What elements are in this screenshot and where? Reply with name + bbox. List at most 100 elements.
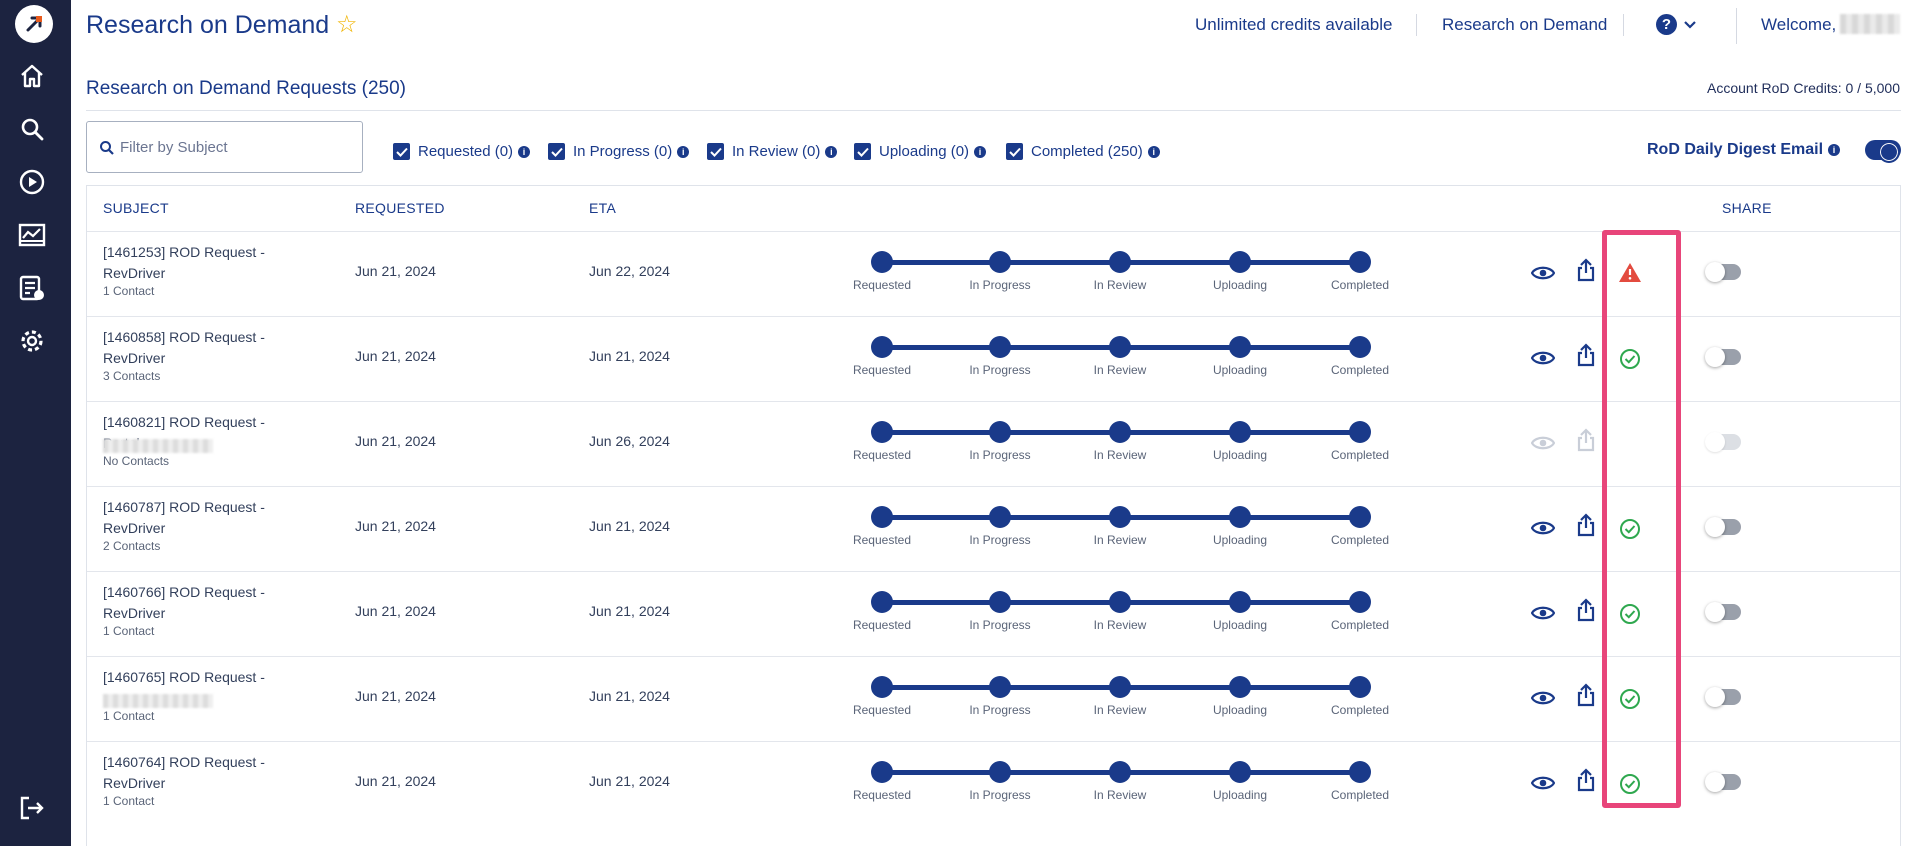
column-header-eta[interactable]: ETA <box>589 200 617 216</box>
stage-dot <box>1109 336 1131 358</box>
share-toggle[interactable] <box>1705 687 1741 707</box>
requests-table: SUBJECT REQUESTED ETA SHARE [1461253] RO… <box>86 185 1901 846</box>
subject-line-1[interactable]: [1460766] ROD Request - <box>103 584 265 600</box>
logo-icon[interactable] <box>15 5 53 43</box>
export-share-icon[interactable] <box>1573 767 1599 793</box>
view-eye-icon[interactable] <box>1530 345 1556 371</box>
stage-dot <box>989 421 1011 443</box>
column-header-subject[interactable]: SUBJECT <box>103 200 169 216</box>
stage-dot <box>871 591 893 613</box>
gear-icon[interactable] <box>17 326 47 356</box>
research-on-demand-link[interactable]: Research on Demand <box>1442 15 1608 34</box>
info-icon[interactable]: i <box>518 145 531 158</box>
column-header-requested[interactable]: REQUESTED <box>355 200 445 216</box>
contact-count: 1 Contact <box>103 284 155 298</box>
stage-label: In Progress <box>969 703 1031 717</box>
stage-dot <box>1349 591 1371 613</box>
export-share-icon[interactable] <box>1573 597 1599 623</box>
stage-label: In Progress <box>969 278 1031 292</box>
stage-label: Requested <box>852 618 912 632</box>
view-eye-icon[interactable] <box>1530 515 1556 541</box>
subject-line-1[interactable]: [1460765] ROD Request - <box>103 669 265 685</box>
status-filter-completed[interactable]: Completed (250) i <box>1006 143 1160 160</box>
favorite-star-icon[interactable]: ☆ <box>336 11 358 38</box>
subject-line-1[interactable]: [1461253] ROD Request - <box>103 244 265 260</box>
filter-box[interactable] <box>86 121 363 173</box>
stage-label: In Review <box>1093 703 1147 717</box>
completed-check-icon <box>1617 346 1643 372</box>
share-toggle[interactable] <box>1705 772 1741 792</box>
redacted-subject <box>103 439 213 453</box>
info-icon[interactable]: i <box>1147 145 1160 158</box>
checkbox[interactable] <box>393 143 410 160</box>
contact-count: No Contacts <box>103 454 170 468</box>
stage-label: Uploading <box>1212 278 1268 292</box>
stage-dot <box>989 676 1011 698</box>
credits-link[interactable]: Unlimited credits available <box>1195 15 1393 34</box>
status-filter-uploading[interactable]: Uploading (0) i <box>854 143 987 160</box>
table-row: [1460765] ROD Request - 1 Contact Jun 21… <box>87 656 1900 741</box>
top-bar: Research on Demand ☆ Unlimited credits a… <box>71 0 1915 50</box>
view-eye-icon[interactable] <box>1530 770 1556 796</box>
subject-line-1[interactable]: [1460858] ROD Request - <box>103 329 265 345</box>
play-icon[interactable] <box>17 167 47 197</box>
completed-check-icon <box>1617 771 1643 797</box>
divider <box>1623 14 1624 36</box>
stage-label: Uploading <box>1212 533 1268 547</box>
stage-label: Completed <box>1330 703 1390 717</box>
view-eye-icon <box>1530 430 1556 456</box>
warning-icon[interactable] <box>1617 259 1643 285</box>
subject-line-1[interactable]: [1460764] ROD Request - <box>103 754 265 770</box>
redacted-user-name <box>1840 14 1900 34</box>
export-share-icon[interactable] <box>1573 257 1599 283</box>
checkbox[interactable] <box>854 143 871 160</box>
checkbox[interactable] <box>548 143 565 160</box>
info-icon[interactable]: i <box>825 145 838 158</box>
view-eye-icon[interactable] <box>1530 600 1556 626</box>
stage-dot <box>871 336 893 358</box>
info-icon[interactable]: i <box>974 145 987 158</box>
section-title: Research on Demand Requests (250) <box>86 78 407 99</box>
stage-dot <box>871 421 893 443</box>
stage-dot <box>871 251 893 273</box>
divider <box>1416 14 1417 36</box>
stage-dot <box>989 591 1011 613</box>
home-icon[interactable] <box>17 61 47 91</box>
table-row: [1461253] ROD Request - RevDriver 1 Cont… <box>87 231 1900 316</box>
stage-label: In Progress <box>969 788 1031 802</box>
status-filter-in-progress[interactable]: In Progress (0) i <box>548 143 690 160</box>
analytics-icon[interactable] <box>17 220 47 250</box>
info-icon[interactable]: i <box>1828 144 1841 156</box>
stage-label: Completed <box>1330 788 1390 802</box>
view-eye-icon[interactable] <box>1530 260 1556 286</box>
search-icon[interactable] <box>17 114 47 144</box>
view-eye-icon[interactable] <box>1530 685 1556 711</box>
report-icon[interactable] <box>17 273 47 303</box>
requested-date: Jun 21, 2024 <box>355 518 436 534</box>
export-share-icon[interactable] <box>1573 512 1599 538</box>
eta-date: Jun 21, 2024 <box>589 603 670 619</box>
logout-icon[interactable] <box>17 793 47 823</box>
stage-label: Requested <box>852 363 912 377</box>
stage-label: Uploading <box>1212 448 1268 462</box>
share-toggle <box>1705 432 1741 452</box>
checkbox[interactable] <box>1006 143 1023 160</box>
subject-line-1[interactable]: [1460787] ROD Request - <box>103 499 265 515</box>
share-toggle[interactable] <box>1705 347 1741 367</box>
info-icon[interactable]: i <box>677 145 690 158</box>
filter-by-subject-input[interactable] <box>120 136 350 158</box>
eta-date: Jun 21, 2024 <box>589 688 670 704</box>
help-menu[interactable]: ? <box>1656 14 1697 35</box>
stage-label: In Progress <box>969 363 1031 377</box>
stage-dot <box>989 506 1011 528</box>
status-filter-requested[interactable]: Requested (0) i <box>393 143 531 160</box>
daily-digest-toggle[interactable] <box>1865 140 1901 163</box>
export-share-icon[interactable] <box>1573 682 1599 708</box>
requested-date: Jun 21, 2024 <box>355 263 436 279</box>
share-toggle[interactable] <box>1705 602 1741 622</box>
share-toggle[interactable] <box>1705 262 1741 282</box>
status-filter-in-review[interactable]: In Review (0) i <box>707 143 838 160</box>
share-toggle[interactable] <box>1705 517 1741 537</box>
export-share-icon[interactable] <box>1573 342 1599 368</box>
checkbox[interactable] <box>707 143 724 160</box>
